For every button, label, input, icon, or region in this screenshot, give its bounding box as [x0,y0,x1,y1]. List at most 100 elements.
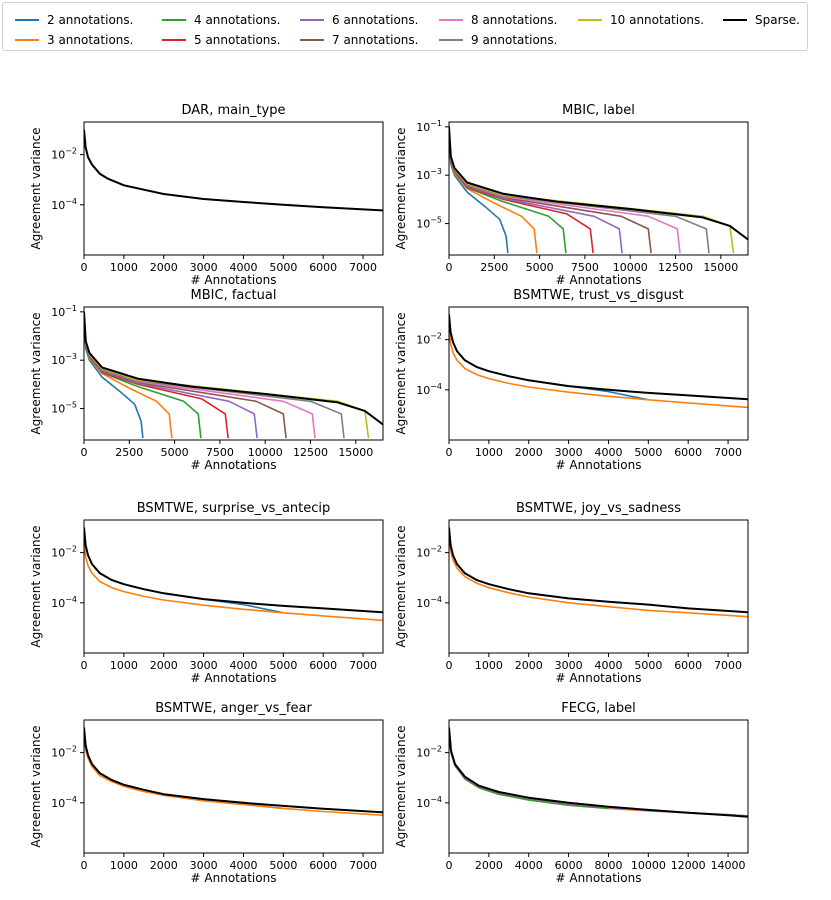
legend-swatch [162,39,186,41]
legend-swatch [15,19,39,21]
series-line-6-annotations [449,728,748,817]
legend-swatch [300,19,324,21]
chart-title: BSMTWE, trust_vs_disgust [513,288,683,303]
subplot: MBIC, factual 0 2500 5000 7500 10000 12500 1500… [29,288,384,472]
x-tick-label: 6000 [674,446,702,459]
x-tick-label: 0 [446,261,453,274]
legend-item: 6 annotations. [300,13,418,27]
series-line-sparse [449,126,748,241]
series-group [449,727,748,818]
x-tick-label: 2000 [475,859,503,872]
x-tick-label: 3000 [190,659,218,672]
y-tick-label: 10−2 [416,745,442,760]
x-tick-label: 4000 [594,659,622,672]
x-tick-label: 2000 [515,659,543,672]
x-tick-label: 2000 [150,261,178,274]
chart-title: DAR, main_type [182,103,286,118]
x-tick-label: 0 [81,261,88,274]
series-line-2-annotations [84,527,284,614]
x-tick-label: 5000 [269,859,297,872]
series-group [84,311,383,439]
x-tick-label: 10000 [631,859,666,872]
y-tick-label: 10−5 [51,401,77,416]
series-line-9-annotations [449,129,710,254]
chart-title: BSMTWE, joy_vs_sadness [516,501,681,516]
y-tick-label: 10−2 [416,545,442,560]
y-axis-label: Agreement variance [29,525,43,647]
series-line-3-annotations [84,733,383,816]
x-tick-label: 2000 [150,859,178,872]
x-tick-label: 4000 [594,446,622,459]
x-tick-label: 0 [81,859,88,872]
legend-item: 4 annotations. [162,13,280,27]
x-axis-label: # Annotations [556,458,642,472]
y-axis-label: Agreement variance [394,525,408,647]
chart-title: BSMTWE, surprise_vs_antecip [137,501,331,516]
plot-frame [83,719,384,854]
y-axis-label: Agreement variance [29,127,43,249]
series-line-9-annotations [84,314,345,439]
x-tick-label: 12500 [658,261,693,274]
series-group [449,126,748,254]
x-axis-label: # Annotations [556,871,642,885]
series-group [84,527,383,622]
x-tick-label: 5000 [269,659,297,672]
x-tick-label: 7000 [349,261,377,274]
series-line-sparse [84,527,383,614]
legend-item: 2 annotations. [15,13,133,27]
plot-frame [83,121,384,256]
x-tick-label: 1000 [475,446,503,459]
legend-item: 8 annotations. [439,13,557,27]
x-axis-label: # Annotations [191,871,277,885]
legend-label: 6 annotations. [332,13,419,27]
plot-frame [83,519,384,654]
x-tick-label: 15000 [338,446,373,459]
y-tick-label: 10−4 [51,595,77,610]
x-tick-label: 7500 [571,261,599,274]
x-tick-label: 3000 [555,659,583,672]
x-tick-label: 14000 [711,859,746,872]
x-tick-label: 1000 [475,659,503,672]
x-tick-label: 6000 [674,659,702,672]
chart-title: FECG, label [561,701,636,716]
x-tick-label: 3000 [555,446,583,459]
x-tick-label: 1000 [110,859,138,872]
series-line-sparse [449,314,748,401]
y-axis-label: Agreement variance [394,725,408,847]
x-tick-label: 6000 [309,859,337,872]
legend-label: Sparse. [755,13,800,27]
x-tick-label: 8000 [594,859,622,872]
x-axis-label: # Annotations [191,273,277,287]
series-line-sparse [449,727,748,818]
y-tick-label: 10−5 [416,216,442,231]
plot-frame [448,719,749,854]
legend-swatch [723,19,747,21]
series-line-sparse [449,527,748,614]
legend-item: 5 annotations. [162,33,280,47]
x-tick-label: 4000 [229,659,257,672]
y-tick-label: 10−2 [51,147,77,162]
legend-label: 5 annotations. [194,33,281,47]
x-tick-label: 7000 [349,659,377,672]
x-tick-label: 0 [446,859,453,872]
x-tick-label: 12000 [671,859,706,872]
x-tick-label: 7000 [714,446,742,459]
y-tick-label: 10−4 [416,795,442,810]
plot-frame [448,306,749,441]
series-line-3-annotations [84,129,383,212]
x-tick-label: 4000 [229,261,257,274]
x-tick-label: 2500 [480,261,508,274]
subplot: BSMTWE, joy_vs_sadness 0 1000 2000 3000 4000 5… [394,501,749,685]
x-tick-label: 1000 [110,261,138,274]
legend-label: 8 annotations. [471,13,558,27]
series-line-sparse [84,727,383,814]
x-axis-label: # Annotations [556,671,642,685]
legend-swatch [162,19,186,21]
x-tick-label: 7000 [714,659,742,672]
legend-label: 9 annotations. [471,33,558,47]
x-tick-label: 10000 [248,446,283,459]
y-tick-label: 10−1 [416,119,442,134]
subplot: DAR, main_type 0 1000 2000 3000 4000 5000 6000 7… [29,103,384,287]
subplot: BSMTWE, trust_vs_disgust 0 1000 2000 3000 400… [394,288,749,472]
